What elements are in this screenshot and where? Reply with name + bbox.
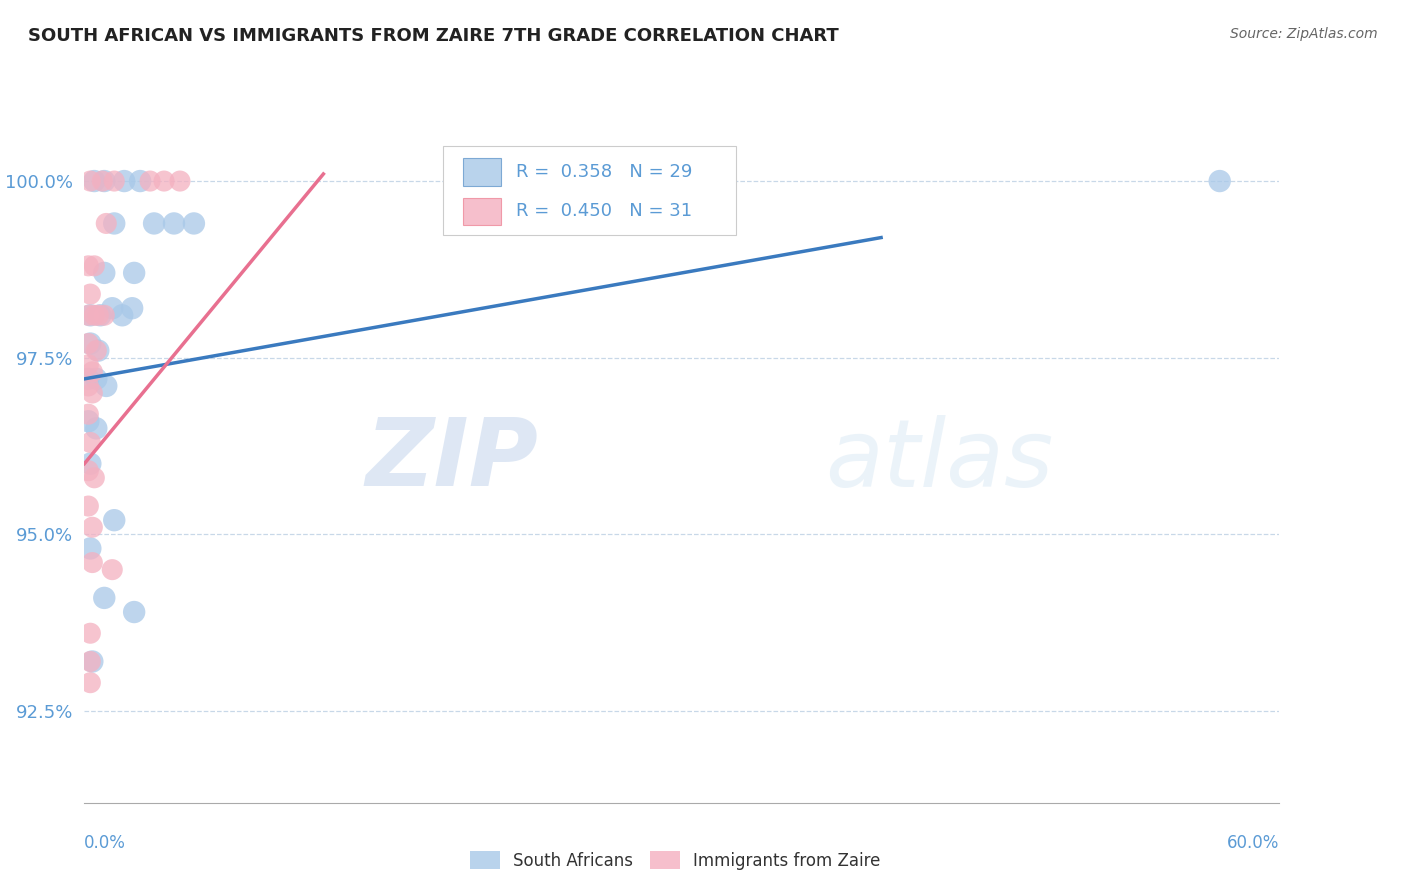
Point <box>139 174 162 188</box>
Point <box>83 308 105 322</box>
Point <box>96 379 118 393</box>
Point <box>93 174 115 188</box>
Point <box>143 216 166 230</box>
Point <box>93 591 115 605</box>
Point <box>77 308 100 322</box>
FancyBboxPatch shape <box>463 198 502 225</box>
Point <box>82 655 104 669</box>
Point <box>79 675 101 690</box>
Point <box>87 308 110 322</box>
Text: 60.0%: 60.0% <box>1227 834 1279 852</box>
Point <box>93 266 115 280</box>
Point <box>79 541 101 556</box>
Point <box>77 259 100 273</box>
Point <box>86 343 108 358</box>
Point <box>82 386 104 401</box>
Point <box>112 174 135 188</box>
Point <box>83 471 105 485</box>
Point <box>103 174 125 188</box>
Point <box>183 216 205 230</box>
Point <box>79 655 101 669</box>
Point <box>129 174 152 188</box>
Point <box>93 308 115 322</box>
Point <box>103 513 125 527</box>
Point <box>86 372 108 386</box>
Point <box>79 308 101 322</box>
FancyBboxPatch shape <box>463 159 502 186</box>
Text: SOUTH AFRICAN VS IMMIGRANTS FROM ZAIRE 7TH GRADE CORRELATION CHART: SOUTH AFRICAN VS IMMIGRANTS FROM ZAIRE 7… <box>28 27 839 45</box>
Point <box>153 174 176 188</box>
Point <box>163 216 186 230</box>
Point <box>169 174 191 188</box>
Point <box>79 174 101 188</box>
Point <box>1208 174 1232 188</box>
Text: R =  0.450   N = 31: R = 0.450 N = 31 <box>516 202 692 220</box>
Point <box>77 379 100 393</box>
Text: atlas: atlas <box>825 415 1053 506</box>
Point <box>77 358 100 372</box>
Point <box>111 308 134 322</box>
Point <box>83 259 105 273</box>
Point <box>79 336 101 351</box>
Point <box>121 301 143 316</box>
Point <box>79 435 101 450</box>
Text: R =  0.358   N = 29: R = 0.358 N = 29 <box>516 163 692 181</box>
Point <box>79 287 101 301</box>
Point <box>77 407 100 421</box>
Point <box>87 343 110 358</box>
Point <box>77 336 100 351</box>
Legend: South Africans, Immigrants from Zaire: South Africans, Immigrants from Zaire <box>464 847 886 875</box>
Point <box>122 605 145 619</box>
Point <box>77 499 100 513</box>
Point <box>103 216 125 230</box>
Text: ZIP: ZIP <box>366 414 538 507</box>
Point <box>82 556 104 570</box>
Point <box>83 174 105 188</box>
Point <box>77 372 100 386</box>
Point <box>101 563 124 577</box>
Point <box>77 464 100 478</box>
Point <box>82 520 104 534</box>
Point <box>122 266 145 280</box>
Point <box>82 365 104 379</box>
Point <box>91 174 114 188</box>
Text: 0.0%: 0.0% <box>84 834 127 852</box>
Point <box>77 414 100 428</box>
Point <box>86 421 108 435</box>
Point <box>101 301 124 316</box>
Point <box>96 216 118 230</box>
Text: Source: ZipAtlas.com: Source: ZipAtlas.com <box>1230 27 1378 41</box>
Point <box>79 626 101 640</box>
Point <box>89 308 111 322</box>
FancyBboxPatch shape <box>443 146 735 235</box>
Point <box>79 457 101 471</box>
